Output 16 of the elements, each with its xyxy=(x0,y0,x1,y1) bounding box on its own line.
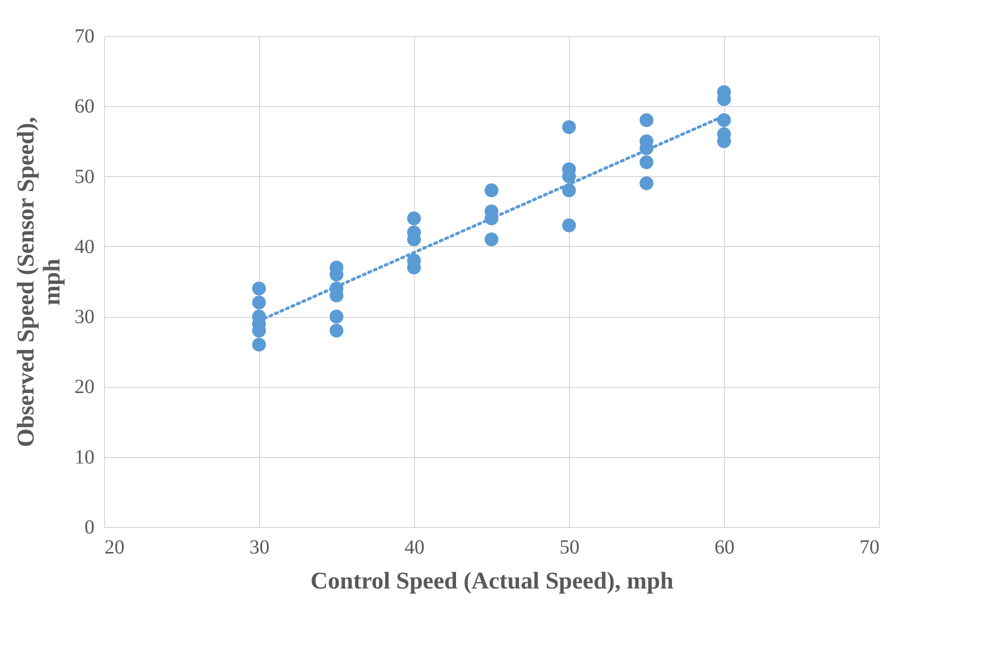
x-tick-label: 50 xyxy=(560,536,580,558)
y-tick-label: 50 xyxy=(74,166,94,188)
x-axis-title: Control Speed (Actual Speed), mph xyxy=(310,568,674,594)
x-tick-label: 40 xyxy=(404,536,424,558)
x-tick-label: 70 xyxy=(860,536,880,558)
y-tick-label: 0 xyxy=(84,516,94,538)
y-tick-label: 20 xyxy=(74,376,94,398)
x-tick-label: 30 xyxy=(250,536,270,558)
x-tick-label: 60 xyxy=(714,536,734,558)
y-axis-title: Observed Speed (Sensor Speed), mph xyxy=(14,116,66,448)
y-tick-label: 30 xyxy=(74,306,94,328)
x-tick-label: 20 xyxy=(104,536,124,558)
y-tick-label: 60 xyxy=(74,96,94,118)
y-tick-label: 10 xyxy=(74,446,94,468)
y-tick-label: 70 xyxy=(74,26,94,48)
y-tick-label: 40 xyxy=(74,236,94,258)
